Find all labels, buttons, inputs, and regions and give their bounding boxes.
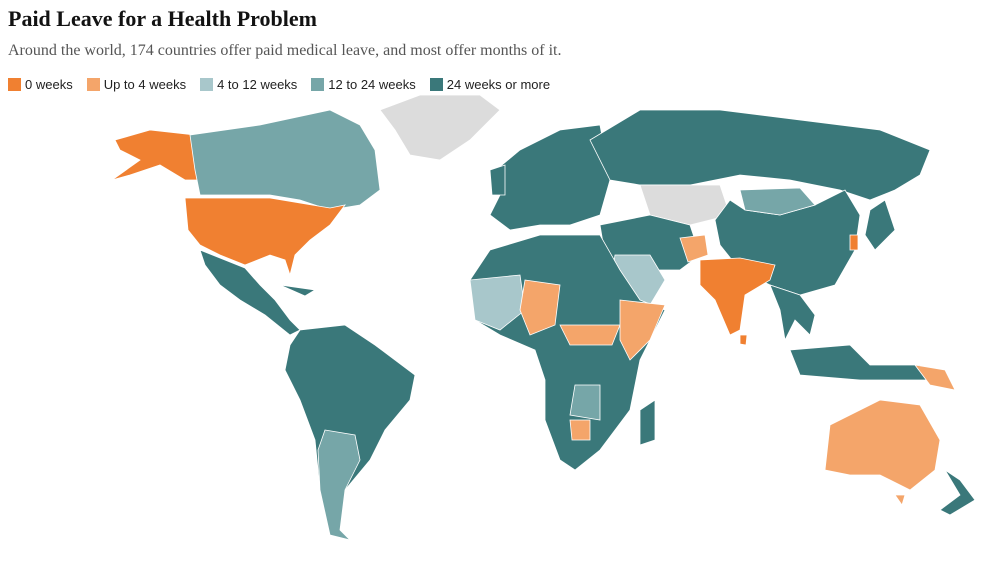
legend-label: 4 to 12 weeks [217,77,298,92]
congo [569,384,601,421]
japan [864,199,896,251]
central-africa [559,324,621,346]
new-zealand [939,469,976,516]
madagascar [639,399,656,446]
tasmania [894,494,906,506]
legend-swatch [311,78,325,91]
europe [489,124,611,231]
sri-lanka [739,334,748,346]
uk [489,164,506,196]
cuba [279,284,317,297]
usa [184,197,346,277]
papua-new-guinea [914,364,956,391]
argentina [317,429,361,541]
legend-swatch [8,78,21,91]
legend-item: Up to 4 weeks [86,77,187,92]
title: Paid Leave for a Health Problem [8,6,317,31]
horn-of-africa [619,299,666,361]
legend-item: 4 to 12 weeks [200,77,297,92]
legend-label: 0 weeks [25,77,73,92]
south-america [284,324,416,541]
mexico-central-america [199,249,301,336]
legend-label: Up to 4 weeks [103,77,187,92]
canada [189,109,381,211]
legend-label: 24 weeks or more [446,77,551,92]
alaska [111,129,201,181]
countries [111,94,976,541]
legend-swatch [86,78,100,91]
south-korea [849,234,859,251]
subtitle: Around the world, 174 countries offer pa… [8,42,562,59]
australia [824,399,941,491]
legend: 0 weeks Up to 4 weeks 4 to 12 weeks 12 to 2… [8,77,550,92]
legend-swatch [200,78,214,91]
legend-label: 12 to 24 weeks [328,77,416,92]
legend-item: 12 to 24 weeks [311,77,416,92]
greenland [379,94,501,161]
west-africa [469,274,526,331]
mongolia [739,187,816,216]
india [699,257,776,336]
legend-item: 0 weeks [8,77,73,92]
legend-swatch [429,78,443,91]
botswana [569,419,591,441]
legend-item: 24 weeks or more [429,77,551,92]
southeast-asia [769,284,816,342]
sahel [519,279,561,336]
indonesia [789,344,931,381]
afghanistan [679,234,709,263]
